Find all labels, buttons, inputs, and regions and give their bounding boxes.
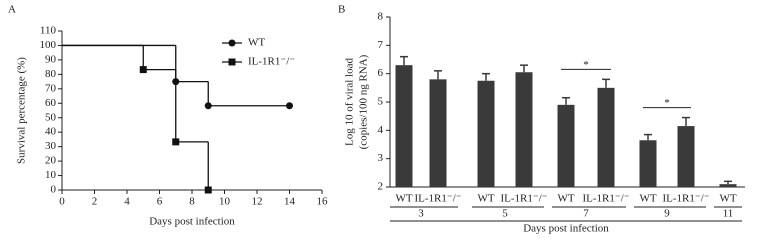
x-tick-label: WT [557,193,574,205]
x-tick-label: 12 [252,196,263,208]
bar [515,72,533,187]
bar [719,184,737,187]
y-tick-label: 70 [45,82,57,94]
legend-label: WT [248,37,265,49]
x-tick-label: IL-1R1⁻/⁻ [662,193,709,205]
significance-label: * [664,97,670,109]
y-tick-label: 10 [45,169,57,181]
marker [204,102,212,110]
y-tick-label: 40 [45,126,57,138]
x-tick-label: 0 [59,196,65,208]
x-tick-label: WT [639,193,656,205]
group-label: 9 [664,208,670,220]
y-axis-label: (copies/100 ng RNA) [358,54,370,149]
y-tick-label: 5 [378,96,384,108]
bar [429,79,447,187]
y-tick-label: 20 [45,155,57,167]
x-tick-label: 8 [189,196,195,208]
significance-label: * [583,59,589,71]
y-tick-label: 7 [378,39,384,51]
x-tick-label: 6 [157,196,163,208]
x-tick-label: 16 [317,196,329,208]
y-tick-label: 60 [45,97,57,109]
y-axis-label: Survival percentage (%) [16,57,28,164]
group-label: 5 [502,208,508,220]
panel-label: A [8,4,16,16]
x-tick-label: IL-1R1⁻/⁻ [414,193,461,205]
y-tick-label: 8 [378,11,384,23]
bar [557,104,575,187]
y-tick-label: 110 [40,25,57,37]
bar [639,140,657,187]
marker [139,66,147,74]
marker [286,102,293,110]
y-tick-label: 90 [45,53,57,65]
x-tick-label: 2 [92,196,98,208]
group-label: 3 [418,208,424,220]
bar [677,126,695,187]
x-tick-label: 14 [284,196,296,208]
x-tick-label: WT [719,193,736,205]
x-tick-label: IL-1R1⁻/⁻ [500,193,547,205]
y-tick-label: 100 [40,39,57,51]
x-tick-label: WT [477,193,494,205]
legend-marker [228,58,236,66]
y-tick-label: 3 [378,152,384,164]
y-tick-label: 50 [45,111,57,123]
y-tick-label: 30 [45,140,57,152]
x-axis-label: Days post infection [149,216,235,228]
y-tick-label: 80 [45,68,57,80]
y-tick-label: 0 [51,184,57,196]
group-label: 11 [723,208,734,220]
panel-label: B [338,4,345,16]
y-tick-label: 4 [378,124,384,136]
x-tick-label: WT [395,193,412,205]
y-tick-label: 2 [378,181,384,193]
x-tick-label: 10 [219,196,231,208]
x-tick-label: IL-1R1⁻/⁻ [582,193,629,205]
y-axis-label: Log 10 of viral load [344,58,356,146]
marker [204,186,212,194]
legend-label: IL-1R1⁻/⁻ [248,56,295,68]
legend-marker [228,39,236,47]
x-tick-label: 4 [124,196,130,208]
y-tick-label: 6 [378,67,384,79]
marker [172,138,180,146]
bar [597,87,615,187]
group-label: 7 [583,208,589,220]
bar [477,80,495,187]
x-axis-label: Days post infection [523,223,609,235]
bar [395,65,413,187]
